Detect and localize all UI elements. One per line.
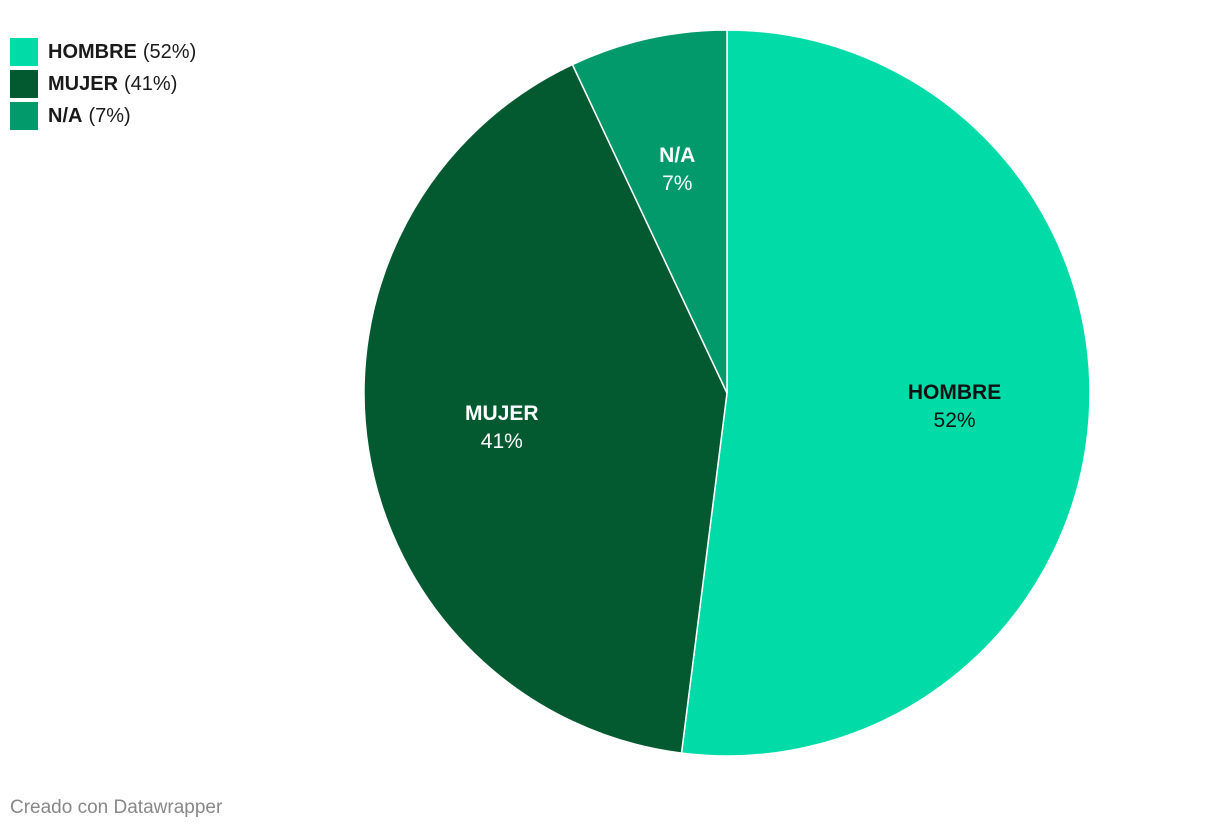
legend-name: MUJER bbox=[48, 73, 119, 95]
legend: HOMBRE (52%) MUJER (41%) N/A (7%) bbox=[10, 38, 196, 130]
legend-swatch bbox=[10, 38, 38, 66]
slice-value: 41% bbox=[481, 430, 523, 453]
legend-value: (7%) bbox=[88, 105, 130, 127]
footer: Creado con Datawrapper bbox=[10, 797, 223, 818]
slice-value: 7% bbox=[662, 172, 692, 195]
legend-swatch bbox=[10, 102, 38, 130]
pie-slice bbox=[571, 29, 728, 394]
slice-category: HOMBRE bbox=[908, 381, 1001, 404]
legend-name: HOMBRE bbox=[48, 41, 137, 63]
slice-category: MUJER bbox=[465, 402, 539, 425]
legend-name: N/A bbox=[48, 105, 82, 127]
slice-value: 52% bbox=[934, 409, 976, 432]
legend-label: MUJER (41%) bbox=[48, 73, 177, 95]
slice-category: N/A bbox=[659, 144, 695, 167]
pie: HOMBRE 52% MUJER 41% N/A 7% bbox=[363, 29, 1091, 757]
legend-value: (52%) bbox=[143, 41, 196, 63]
legend-swatch bbox=[10, 70, 38, 98]
pie-slice bbox=[363, 63, 728, 754]
legend-label: N/A (7%) bbox=[48, 105, 131, 127]
legend-label: HOMBRE (52%) bbox=[48, 41, 196, 63]
legend-value: (41%) bbox=[124, 73, 177, 95]
pie-slice bbox=[680, 29, 1091, 757]
